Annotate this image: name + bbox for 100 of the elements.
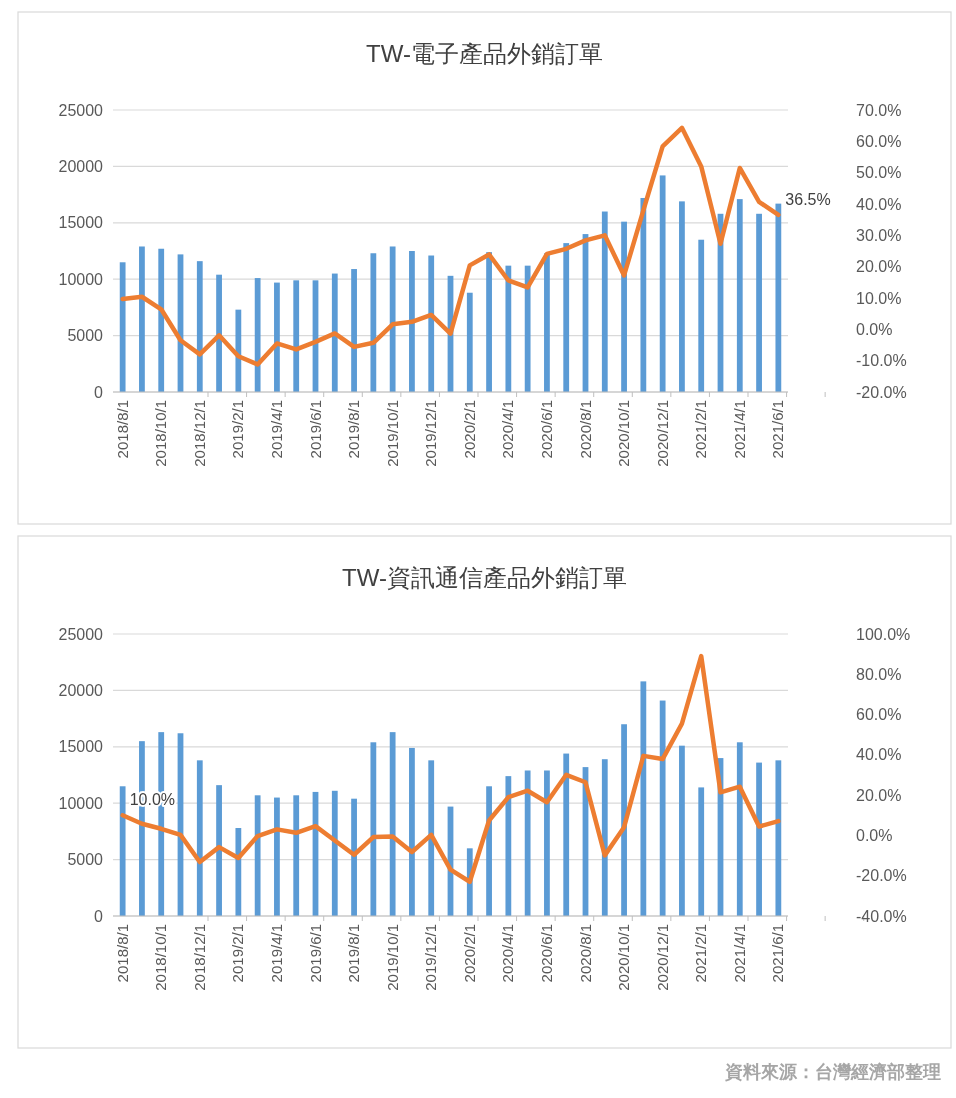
- line-series: [120, 653, 781, 885]
- bar: [544, 253, 550, 392]
- bar: [679, 201, 685, 392]
- y2-tick-label: 40.0%: [856, 195, 902, 213]
- y2-tick-label: 10.0%: [856, 289, 902, 307]
- y2-tick-label: 70.0%: [856, 101, 902, 119]
- bar: [196, 760, 203, 916]
- y2-tick-label: 100.0%: [856, 625, 911, 643]
- x-tick-label: 2019/10/1: [383, 400, 401, 467]
- x-tick-label: 2020/10/1: [615, 400, 633, 467]
- bar: [235, 828, 242, 916]
- bar: [466, 292, 473, 392]
- bar: [563, 243, 570, 392]
- y-tick-label: 15000: [58, 738, 104, 756]
- x-tick-label: 2020/4/1: [499, 924, 517, 983]
- y-tick-label: 25000: [58, 101, 104, 119]
- x-tick-label: 2019/10/1: [383, 924, 401, 991]
- y2-tick-label: 30.0%: [856, 226, 902, 244]
- x-tick-label: 2019/6/1: [306, 924, 324, 983]
- x-tick-label: 2019/6/1: [306, 400, 324, 459]
- x-tick-label: 2018/12/1: [190, 924, 208, 991]
- x-tick-label: 2019/2/1: [229, 924, 247, 983]
- x-tick-label: 2019/2/1: [229, 400, 247, 459]
- bar: [119, 262, 126, 392]
- bar: [274, 282, 280, 392]
- bar: [389, 732, 396, 916]
- y2-tick-label: -20.0%: [856, 383, 907, 401]
- bar: [216, 274, 222, 392]
- x-tick-label: 2020/6/1: [537, 924, 555, 983]
- x-tick-label: 2020/6/1: [537, 400, 555, 459]
- bar: [370, 742, 377, 916]
- x-tick-label: 2019/12/1: [422, 924, 440, 991]
- bar: [293, 280, 300, 392]
- bar: [119, 786, 126, 916]
- x-tick-label: 2018/8/1: [113, 924, 131, 983]
- y-tick-label: 20000: [58, 682, 104, 699]
- bar: [235, 309, 242, 392]
- bar: [621, 724, 627, 916]
- source-note: 資料來源：台灣經濟部整理: [724, 1062, 941, 1082]
- x-tick-label: 2020/4/1: [499, 400, 517, 459]
- bar: [409, 251, 415, 392]
- bar: [505, 776, 512, 916]
- y-tick-label: 0: [94, 907, 104, 925]
- y2-tick-label: 50.0%: [856, 164, 902, 182]
- y-tick-label: 10000: [58, 270, 104, 288]
- y2-tick-label: 0.0%: [856, 827, 893, 845]
- bar: [274, 797, 280, 916]
- x-tick-label: 2020/8/1: [576, 924, 594, 983]
- bar: [698, 787, 705, 916]
- bar: [254, 795, 261, 916]
- bar: [601, 211, 608, 392]
- bar: [524, 770, 531, 916]
- x-tick-label: 2019/8/1: [345, 400, 363, 459]
- bar: [659, 175, 666, 392]
- x-tick-label: 2018/10/1: [152, 924, 170, 991]
- bar: [409, 747, 415, 916]
- chart-title: TW-資訊通信產品外銷訂單: [342, 564, 627, 591]
- chart-title: TW-電子產品外銷訂單: [366, 40, 603, 67]
- x-tick-label: 2021/6/1: [769, 924, 787, 983]
- x-tick-label: 2021/2/1: [692, 400, 710, 459]
- x-tick-label: 2021/4/1: [730, 924, 748, 983]
- y2-tick-label: 40.0%: [856, 746, 902, 764]
- bar: [621, 221, 627, 392]
- bar: [505, 265, 512, 392]
- bar: [544, 770, 550, 916]
- y2-tick-label: 60.0%: [856, 132, 902, 150]
- bar: [428, 255, 435, 392]
- y-tick-label: 5000: [67, 327, 104, 345]
- bar: [139, 246, 145, 392]
- bar: [331, 790, 338, 916]
- bar: [524, 265, 531, 392]
- x-tick-label: 2018/12/1: [190, 400, 208, 467]
- bar: [679, 745, 685, 916]
- y2-tick-label: 60.0%: [856, 706, 902, 724]
- bar: [756, 213, 762, 392]
- x-tick-label: 2019/8/1: [345, 924, 363, 983]
- bar: [640, 197, 647, 392]
- y-tick-label: 5000: [67, 851, 104, 869]
- bar: [659, 700, 666, 916]
- y-tick-label: 0: [94, 383, 104, 401]
- x-tick-label: 2020/2/1: [460, 924, 478, 983]
- bar: [196, 261, 203, 392]
- bar: [756, 762, 762, 916]
- line-series: [120, 125, 781, 367]
- bar: [601, 759, 608, 916]
- y2-tick-label: 20.0%: [856, 258, 902, 276]
- bar: [351, 798, 357, 916]
- bar: [563, 753, 570, 916]
- y2-tick-label: 20.0%: [856, 786, 902, 804]
- y2-tick-label: -20.0%: [856, 867, 907, 885]
- y2-tick-label: 0.0%: [856, 320, 893, 338]
- y2-tick-label: -40.0%: [856, 907, 907, 925]
- x-tick-label: 2021/2/1: [692, 924, 710, 983]
- bar: [736, 199, 743, 392]
- x-tick-label: 2020/10/1: [615, 924, 633, 991]
- x-tick-label: 2018/8/1: [113, 400, 131, 459]
- bar: [158, 248, 165, 392]
- x-tick-label: 2020/8/1: [576, 400, 594, 459]
- x-tick-label: 2021/6/1: [769, 400, 787, 459]
- y2-tick-label: -10.0%: [856, 352, 907, 370]
